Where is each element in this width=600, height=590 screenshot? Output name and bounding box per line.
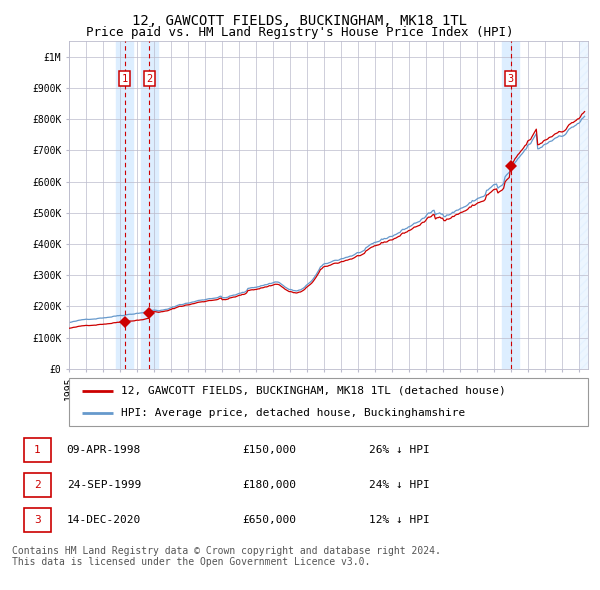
Text: 12, GAWCOTT FIELDS, BUCKINGHAM, MK18 1TL: 12, GAWCOTT FIELDS, BUCKINGHAM, MK18 1TL [133, 14, 467, 28]
Text: £650,000: £650,000 [242, 515, 296, 525]
Text: 2: 2 [146, 74, 152, 84]
Text: 3: 3 [508, 74, 514, 84]
Text: 26% ↓ HPI: 26% ↓ HPI [369, 445, 430, 455]
Text: 3: 3 [34, 515, 41, 525]
Bar [502, 41, 519, 369]
Text: 24% ↓ HPI: 24% ↓ HPI [369, 480, 430, 490]
Text: HPI: Average price, detached house, Buckinghamshire: HPI: Average price, detached house, Buck… [121, 408, 465, 418]
Text: 09-APR-1998: 09-APR-1998 [67, 445, 141, 455]
Bar [23, 438, 51, 463]
Text: 24-SEP-1999: 24-SEP-1999 [67, 480, 141, 490]
Bar [116, 41, 133, 369]
Bar [580, 41, 590, 369]
Bar [141, 41, 158, 369]
Text: 12% ↓ HPI: 12% ↓ HPI [369, 515, 430, 525]
Text: £150,000: £150,000 [242, 445, 296, 455]
Bar [23, 508, 51, 532]
Text: 2: 2 [34, 480, 41, 490]
Text: 12, GAWCOTT FIELDS, BUCKINGHAM, MK18 1TL (detached house): 12, GAWCOTT FIELDS, BUCKINGHAM, MK18 1TL… [121, 386, 506, 396]
Text: 1: 1 [34, 445, 41, 455]
Text: 1: 1 [122, 74, 128, 84]
Text: Price paid vs. HM Land Registry's House Price Index (HPI): Price paid vs. HM Land Registry's House … [86, 26, 514, 39]
Text: Contains HM Land Registry data © Crown copyright and database right 2024.
This d: Contains HM Land Registry data © Crown c… [12, 546, 441, 568]
Text: 14-DEC-2020: 14-DEC-2020 [67, 515, 141, 525]
Text: £180,000: £180,000 [242, 480, 296, 490]
Bar [23, 473, 51, 497]
